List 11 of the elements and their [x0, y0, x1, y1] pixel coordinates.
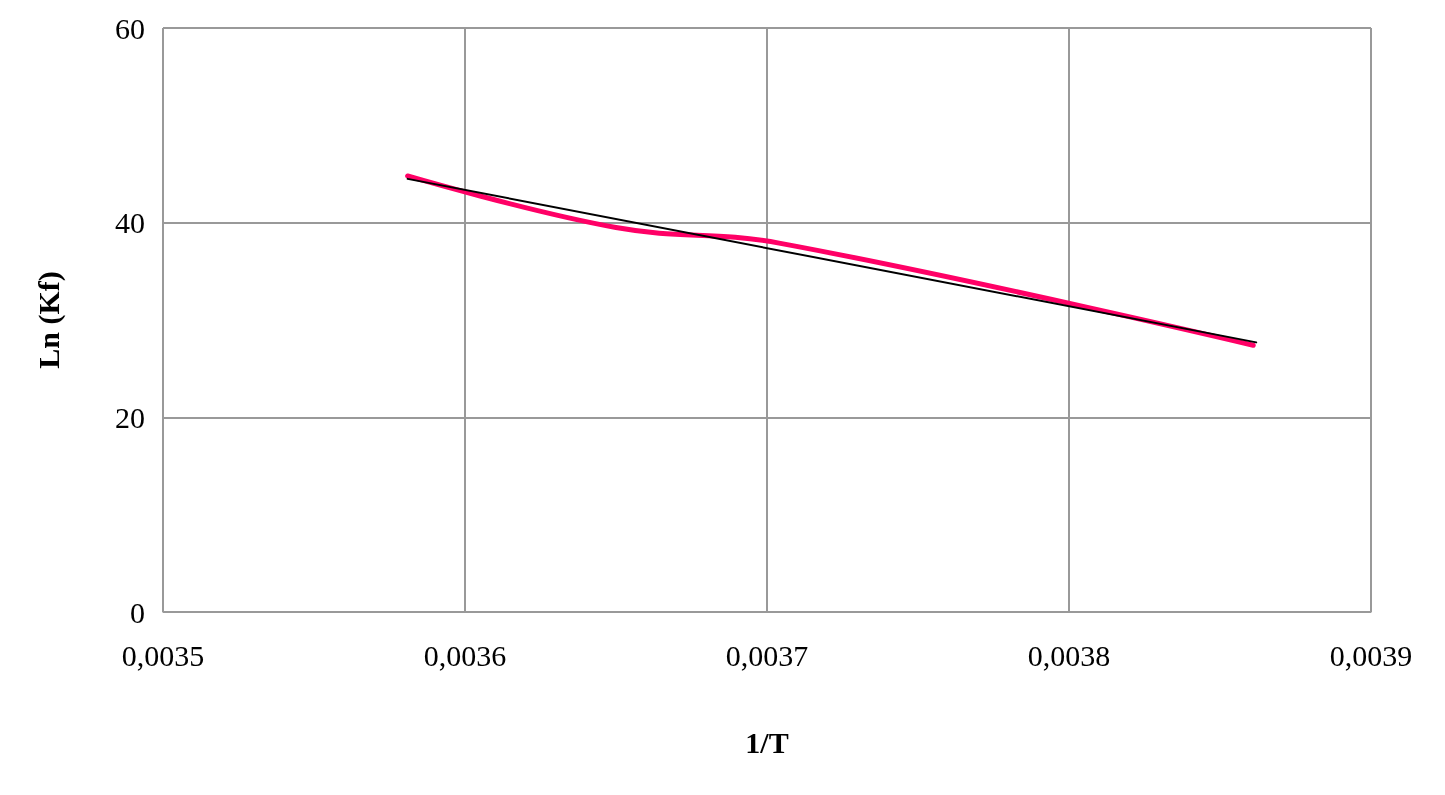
y-tick-label: 60 — [115, 11, 145, 45]
y-tick-label: 40 — [115, 206, 145, 240]
x-tick-label: 0,0036 — [423, 638, 507, 672]
x-tick-label: 0,0035 — [121, 638, 205, 672]
x-tick-label: 0,0039 — [1329, 638, 1413, 672]
y-tick-label: 20 — [115, 400, 145, 434]
y-axis-title: Ln (Kf) — [31, 271, 66, 369]
y-tick-label: 0 — [130, 595, 145, 629]
x-tick-label: 0,0037 — [725, 638, 809, 672]
x-axis-title: 1/T — [745, 725, 789, 759]
x-tick-label: 0,0038 — [1027, 638, 1111, 672]
